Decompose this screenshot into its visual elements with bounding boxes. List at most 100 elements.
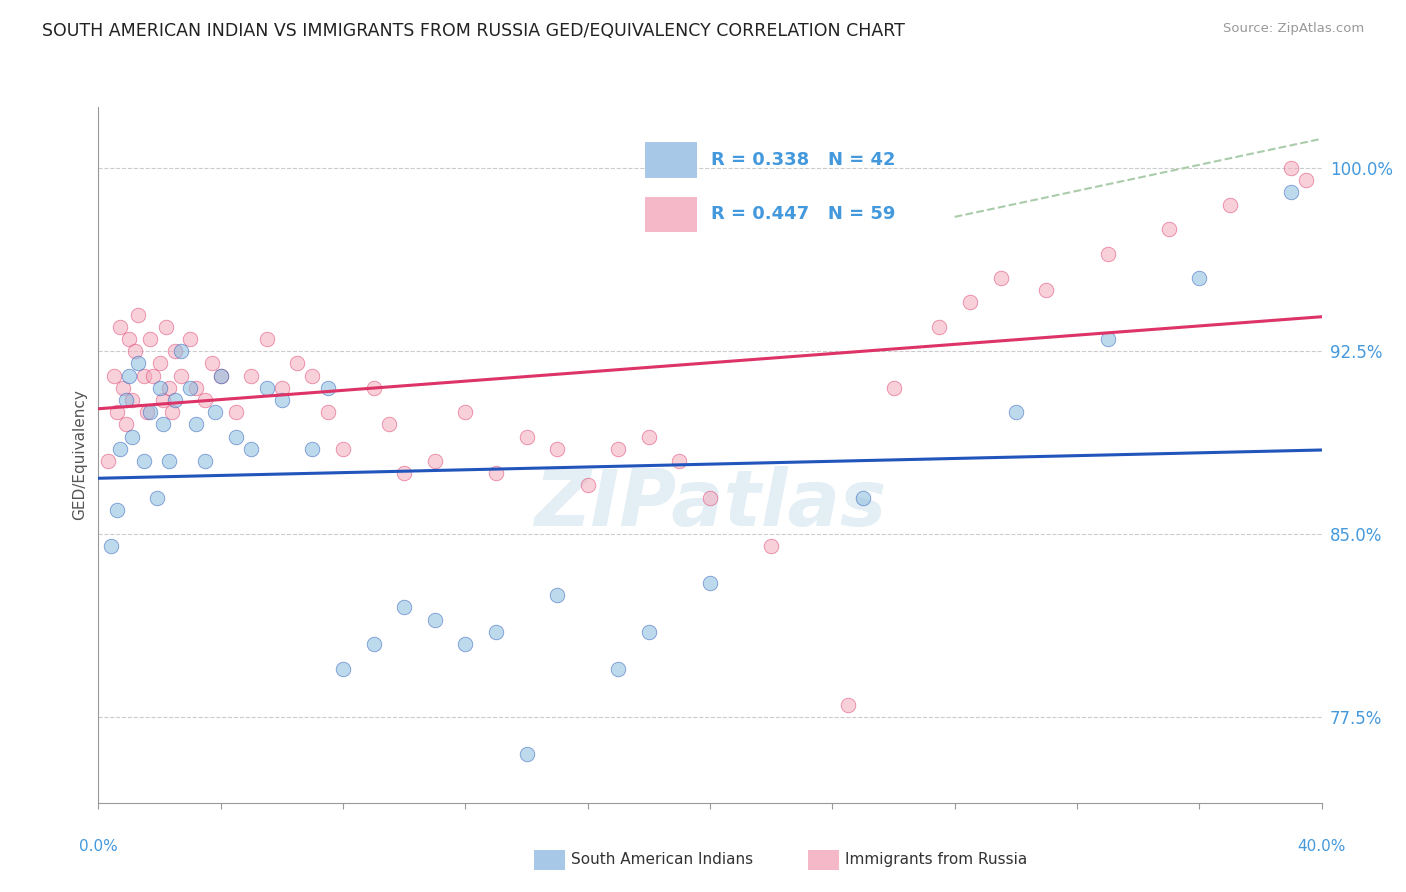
Point [209,368,232,383]
Text: Source: ZipAtlas.com: Source: ZipAtlas.com [1223,22,1364,36]
Point [127,308,149,322]
Point [134,454,156,468]
Point [186,381,208,395]
Point [392,467,416,481]
Point [485,624,508,639]
Point [1157,222,1180,236]
Point [163,392,186,407]
Text: R = 0.447   N = 59: R = 0.447 N = 59 [711,205,896,223]
Point [157,381,180,395]
Point [485,467,508,481]
Bar [645,142,696,178]
Point [240,442,263,456]
Point [105,503,128,517]
Point [170,344,193,359]
Point [186,417,208,432]
Point [270,381,294,395]
Point [121,392,143,407]
Point [111,381,134,395]
Point [179,332,201,346]
Text: 40.0%: 40.0% [1298,839,1346,855]
Point [423,454,446,468]
Point [155,319,177,334]
Point [152,392,174,407]
Point [607,661,630,675]
Point [852,491,875,505]
Point [607,442,630,456]
Point [240,368,263,383]
Point [115,392,138,407]
Point [301,442,323,456]
Point [256,381,278,395]
Point [139,405,162,419]
Point [668,454,690,468]
Point [118,332,141,346]
Point [179,381,201,395]
Point [454,405,477,419]
Point [127,356,149,370]
Point [285,356,308,370]
Point [363,381,385,395]
Point [363,637,385,651]
Point [170,368,193,383]
Text: SOUTH AMERICAN INDIAN VS IMMIGRANTS FROM RUSSIA GED/EQUIVALENCY CORRELATION CHAR: SOUTH AMERICAN INDIAN VS IMMIGRANTS FROM… [42,22,905,40]
Point [316,381,339,395]
Point [516,747,538,761]
Point [225,429,247,443]
Point [959,295,981,310]
Point [1097,332,1119,346]
Text: ZIPatlas: ZIPatlas [534,466,886,541]
Point [1219,197,1241,211]
Text: South American Indians: South American Indians [571,853,754,867]
Point [637,429,661,443]
Point [200,356,222,370]
Point [149,356,172,370]
Point [105,405,128,419]
Point [516,429,538,443]
Point [124,344,146,359]
Point [699,576,721,591]
Point [134,368,156,383]
Point [256,332,278,346]
Point [637,624,661,639]
Point [139,332,162,346]
Point [546,588,568,602]
Point [454,637,477,651]
Point [225,405,247,419]
Point [1295,173,1317,187]
Point [1097,246,1119,260]
Point [160,405,183,419]
Point [546,442,568,456]
Bar [645,196,696,232]
Point [204,405,226,419]
Point [928,319,950,334]
Point [1004,405,1026,419]
Point [883,381,905,395]
Point [103,368,125,383]
Point [163,344,186,359]
Point [121,429,143,443]
Point [699,491,721,505]
Point [1279,161,1302,175]
Point [1279,186,1302,200]
Point [142,368,165,383]
Point [108,442,131,456]
Point [301,368,323,383]
Point [270,392,294,407]
Point [115,417,138,432]
Text: 0.0%: 0.0% [79,839,118,855]
Point [576,478,599,492]
Point [837,698,859,713]
Point [194,454,217,468]
Text: R = 0.338   N = 42: R = 0.338 N = 42 [711,151,896,169]
Point [149,381,172,395]
Point [194,392,217,407]
Point [761,540,783,554]
Point [1035,283,1057,297]
Point [145,491,167,505]
Point [1188,271,1211,285]
Point [100,540,122,554]
Point [392,600,416,615]
Point [423,613,446,627]
Point [332,661,354,675]
